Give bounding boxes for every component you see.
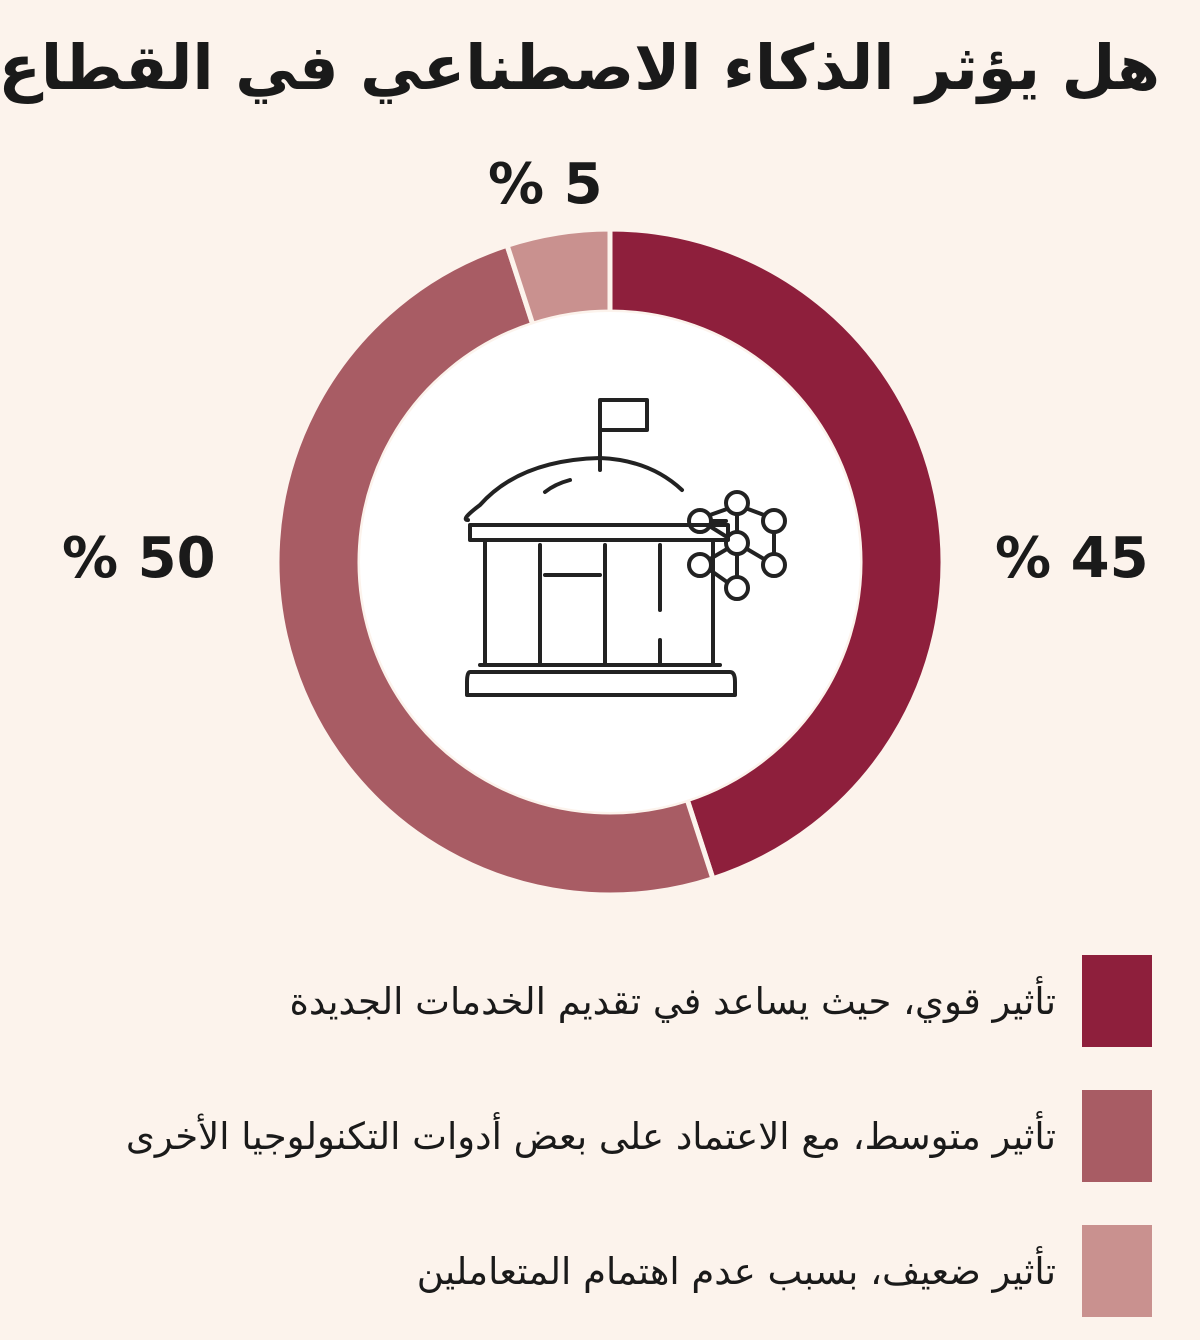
legend-swatch [1082,1225,1152,1317]
legend-label: تأثير ضعيف، بسبب عدم اهتمام المتعاملين [416,1249,1056,1293]
legend-item-strong: تأثير قوي، حيث يساعد في تقديم الخدمات ال… [30,955,1152,1047]
government-building-network-icon [463,398,787,697]
chart-title: هل يؤثر الذكاء الاصطناعي في القطاع؟ [0,31,1160,104]
data-label-weak: % 5 [488,152,603,217]
data-label-medium: % 50 [62,526,216,591]
donut-svg [277,229,943,895]
legend-item-weak: تأثير ضعيف، بسبب عدم اهتمام المتعاملين [30,1225,1152,1317]
donut-chart [277,229,943,895]
legend-swatch [1082,955,1152,1047]
legend-item-medium: تأثير متوسط، مع الاعتماد على بعض أدوات ا… [30,1090,1152,1182]
legend-label: تأثير قوي، حيث يساعد في تقديم الخدمات ال… [289,979,1056,1023]
legend-swatch [1082,1090,1152,1182]
data-label-strong: % 45 [995,526,1149,591]
legend-label: تأثير متوسط، مع الاعتماد على بعض أدوات ا… [125,1114,1056,1158]
